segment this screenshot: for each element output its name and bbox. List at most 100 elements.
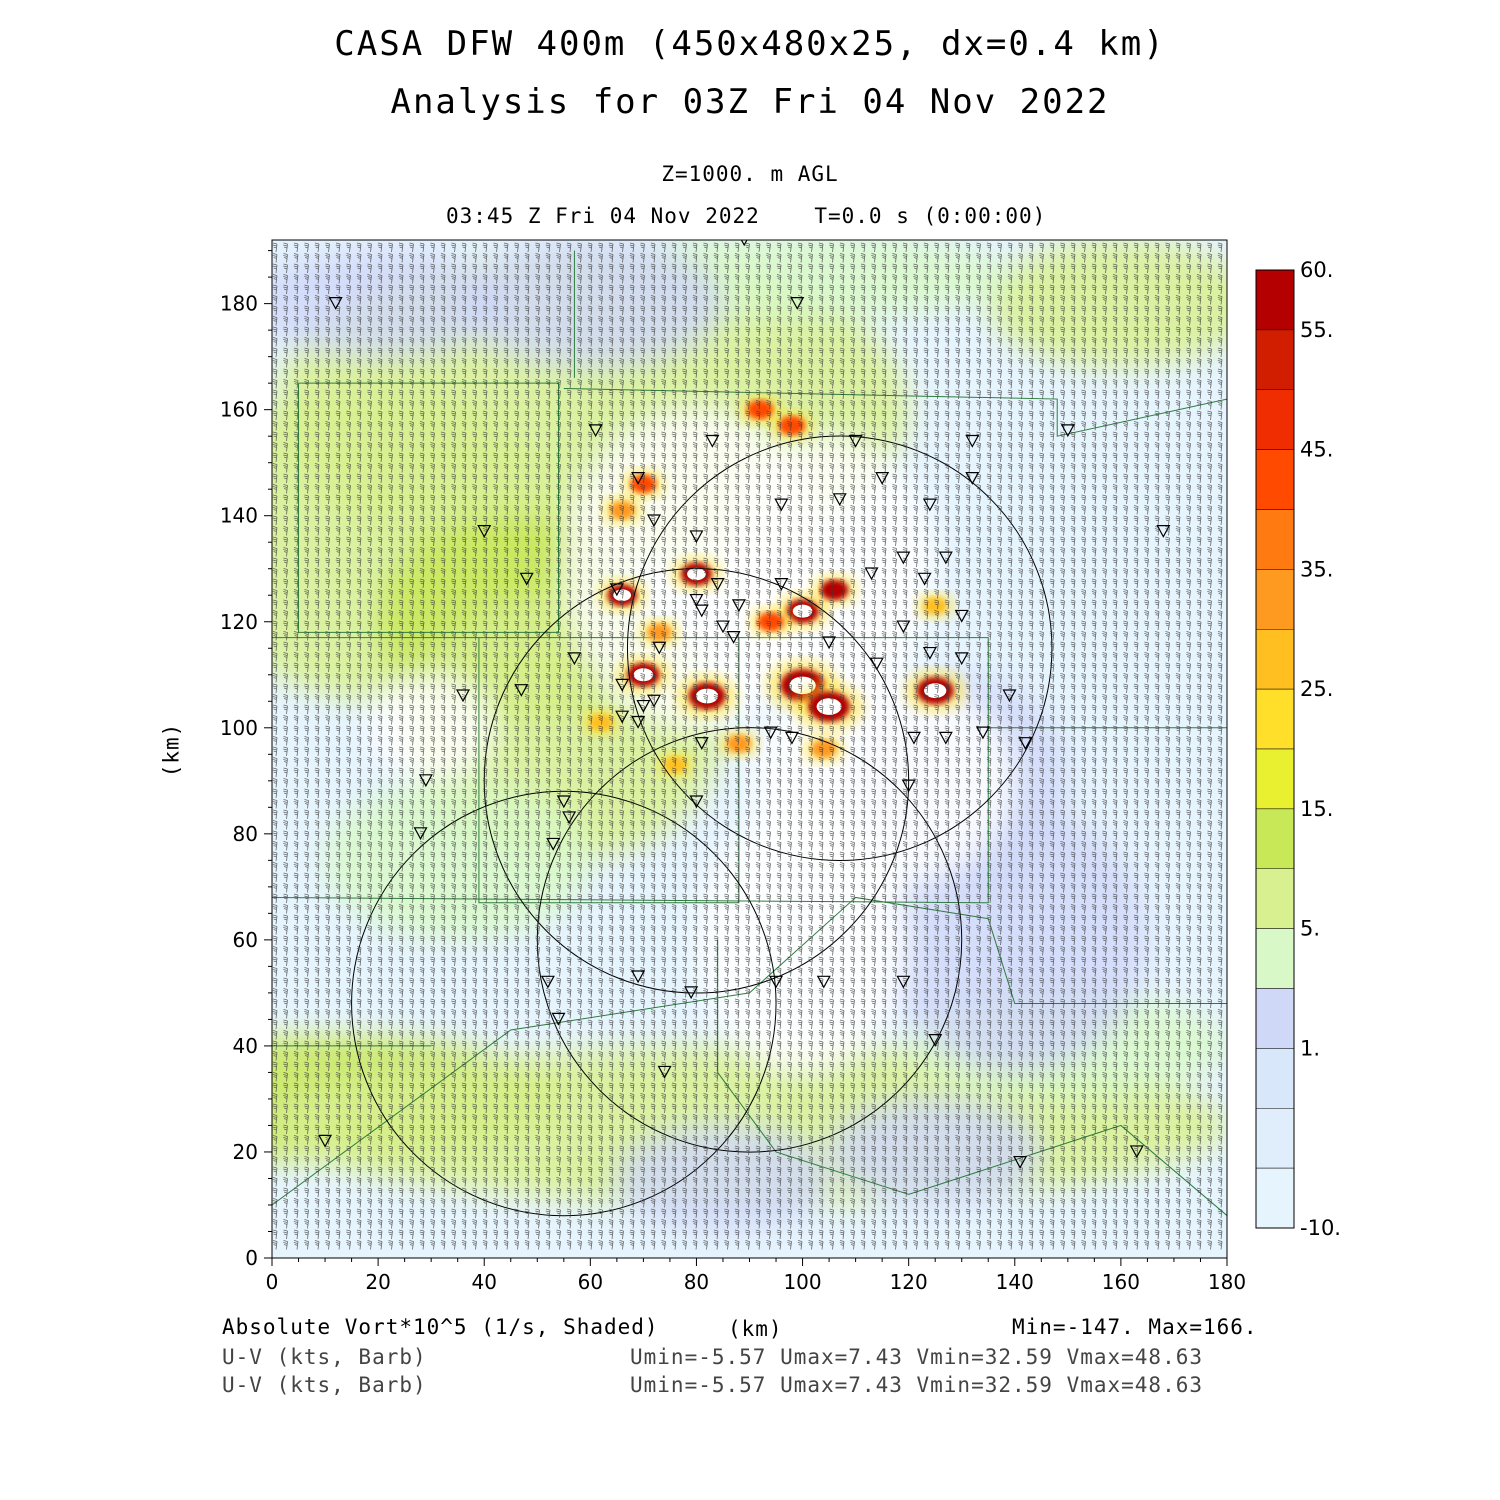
colorbar-label: 25. bbox=[1300, 677, 1333, 701]
vorticity-peak bbox=[613, 589, 632, 602]
station-marker bbox=[652, 641, 667, 655]
station-marker bbox=[646, 694, 662, 708]
station-marker bbox=[689, 795, 704, 809]
station-marker bbox=[928, 1034, 943, 1047]
station-marker bbox=[694, 737, 709, 750]
x-tick-label: 60 bbox=[578, 1270, 603, 1294]
station-marker bbox=[556, 795, 571, 809]
title-line-2: Analysis for 03Z Fri 04 Nov 2022 bbox=[390, 82, 1110, 122]
station-marker bbox=[917, 572, 932, 586]
colorbar-label: 60. bbox=[1300, 258, 1333, 282]
x-tick-label: 20 bbox=[365, 1270, 390, 1294]
colorbar-swatch bbox=[1255, 329, 1295, 390]
colorbar-swatch bbox=[1255, 808, 1295, 869]
county-boundary bbox=[717, 939, 1227, 1216]
station-marker bbox=[318, 1134, 333, 1148]
vorticity-peak bbox=[924, 683, 947, 699]
station-marker bbox=[774, 578, 789, 591]
y-tick-label: 100 bbox=[220, 716, 258, 740]
colorbar-swatch bbox=[1255, 509, 1295, 570]
colorbar: 60. 55. 45. 35. 25. 15. 5. 1. -10. bbox=[1255, 258, 1341, 1240]
axis-ticks: 0 20 40 60 80 100 120 140 160 180 0 20 40 60 80 100 120 1… bbox=[220, 250, 1246, 1294]
x-tick-label: 180 bbox=[1208, 1270, 1246, 1294]
colorbar-label: 15. bbox=[1300, 797, 1333, 821]
station-marker bbox=[1156, 525, 1171, 538]
station-marker bbox=[769, 975, 784, 989]
vorticity-core bbox=[811, 739, 837, 759]
station-marker bbox=[328, 297, 343, 310]
station-marker bbox=[864, 567, 879, 581]
station-marker bbox=[901, 779, 916, 793]
station-marker bbox=[848, 434, 863, 448]
colorbar-swatch bbox=[1255, 1048, 1295, 1109]
x-axis-unit: (km) bbox=[728, 1317, 783, 1341]
station-marker bbox=[832, 493, 847, 507]
colorbar-label: 5. bbox=[1300, 917, 1320, 941]
colorbar-swatch bbox=[1255, 988, 1295, 1049]
station-marker bbox=[763, 726, 778, 740]
shading-patch bbox=[616, 1125, 830, 1232]
station-marker bbox=[567, 652, 582, 666]
station-marker bbox=[896, 551, 911, 565]
colorbar-swatch bbox=[1255, 868, 1295, 929]
y-tick-label: 60 bbox=[233, 928, 258, 952]
barb-label-2: U-V (kts, Barb) bbox=[222, 1373, 427, 1397]
x-tick-label: 0 bbox=[266, 1270, 279, 1294]
station-marker bbox=[477, 525, 492, 538]
y-tick-label: 160 bbox=[220, 398, 258, 422]
county-boundaries bbox=[272, 250, 1227, 1216]
vorticity-core bbox=[923, 597, 947, 615]
vorticity-core bbox=[726, 734, 752, 753]
station-marker bbox=[546, 837, 561, 851]
station-marker bbox=[609, 583, 624, 597]
vorticity-core bbox=[746, 399, 774, 420]
vorticity-peak bbox=[633, 668, 654, 682]
y-tick-label: 180 bbox=[220, 292, 258, 316]
colorbar-swatch bbox=[1255, 389, 1295, 450]
colorbar-frame bbox=[1255, 269, 1295, 1229]
radar-range-ring bbox=[626, 435, 1053, 861]
station-marker bbox=[514, 684, 529, 697]
county-boundary bbox=[272, 896, 1227, 1206]
colorbar-swatch bbox=[1255, 269, 1295, 331]
station-markers bbox=[318, 240, 1171, 1169]
station-marker bbox=[1060, 424, 1075, 438]
colorbar-swatch bbox=[1255, 629, 1295, 690]
y-tick-label: 20 bbox=[233, 1140, 258, 1164]
colorbar-label: 35. bbox=[1300, 557, 1333, 581]
colorbar-swatch bbox=[1255, 449, 1295, 510]
station-marker bbox=[869, 657, 884, 671]
station-marker bbox=[965, 434, 980, 448]
level-label: Z=1000. m AGL bbox=[661, 162, 839, 186]
colorbar-swatch bbox=[1255, 928, 1295, 989]
station-marker bbox=[896, 975, 911, 989]
station-marker bbox=[822, 636, 837, 650]
station-marker bbox=[694, 604, 709, 618]
station-marker bbox=[684, 986, 699, 1000]
y-tick-label: 120 bbox=[220, 610, 258, 634]
valid-time-label: 03:45 Z Fri 04 Nov 2022 T=0.0 s (0:00:00… bbox=[446, 204, 1047, 228]
y-axis-label: (km) bbox=[159, 722, 184, 778]
station-marker bbox=[615, 678, 630, 692]
station-marker bbox=[1013, 1155, 1028, 1169]
vorticity-peak bbox=[792, 604, 813, 618]
station-marker bbox=[646, 514, 662, 528]
station-marker bbox=[689, 530, 704, 544]
vorticity-peak bbox=[816, 698, 842, 715]
station-marker bbox=[922, 646, 937, 660]
min-max-label: Min=-147. Max=166. bbox=[1012, 1315, 1258, 1339]
station-marker bbox=[938, 551, 953, 565]
y-tick-label: 140 bbox=[220, 504, 258, 528]
station-marker bbox=[896, 620, 911, 634]
station-marker bbox=[636, 699, 651, 713]
barb-label-1: U-V (kts, Barb) bbox=[222, 1345, 427, 1369]
barb-stats-1: Umin=-5.57 Umax=7.43 Vmin=32.59 Vmax=48.… bbox=[630, 1345, 1204, 1369]
station-marker bbox=[588, 424, 603, 438]
county-boundary bbox=[563, 387, 1227, 437]
station-marker bbox=[938, 731, 953, 745]
x-tick-label: 120 bbox=[890, 1270, 928, 1294]
station-marker bbox=[689, 593, 704, 607]
station-marker bbox=[1129, 1145, 1144, 1159]
station-marker bbox=[631, 970, 646, 984]
